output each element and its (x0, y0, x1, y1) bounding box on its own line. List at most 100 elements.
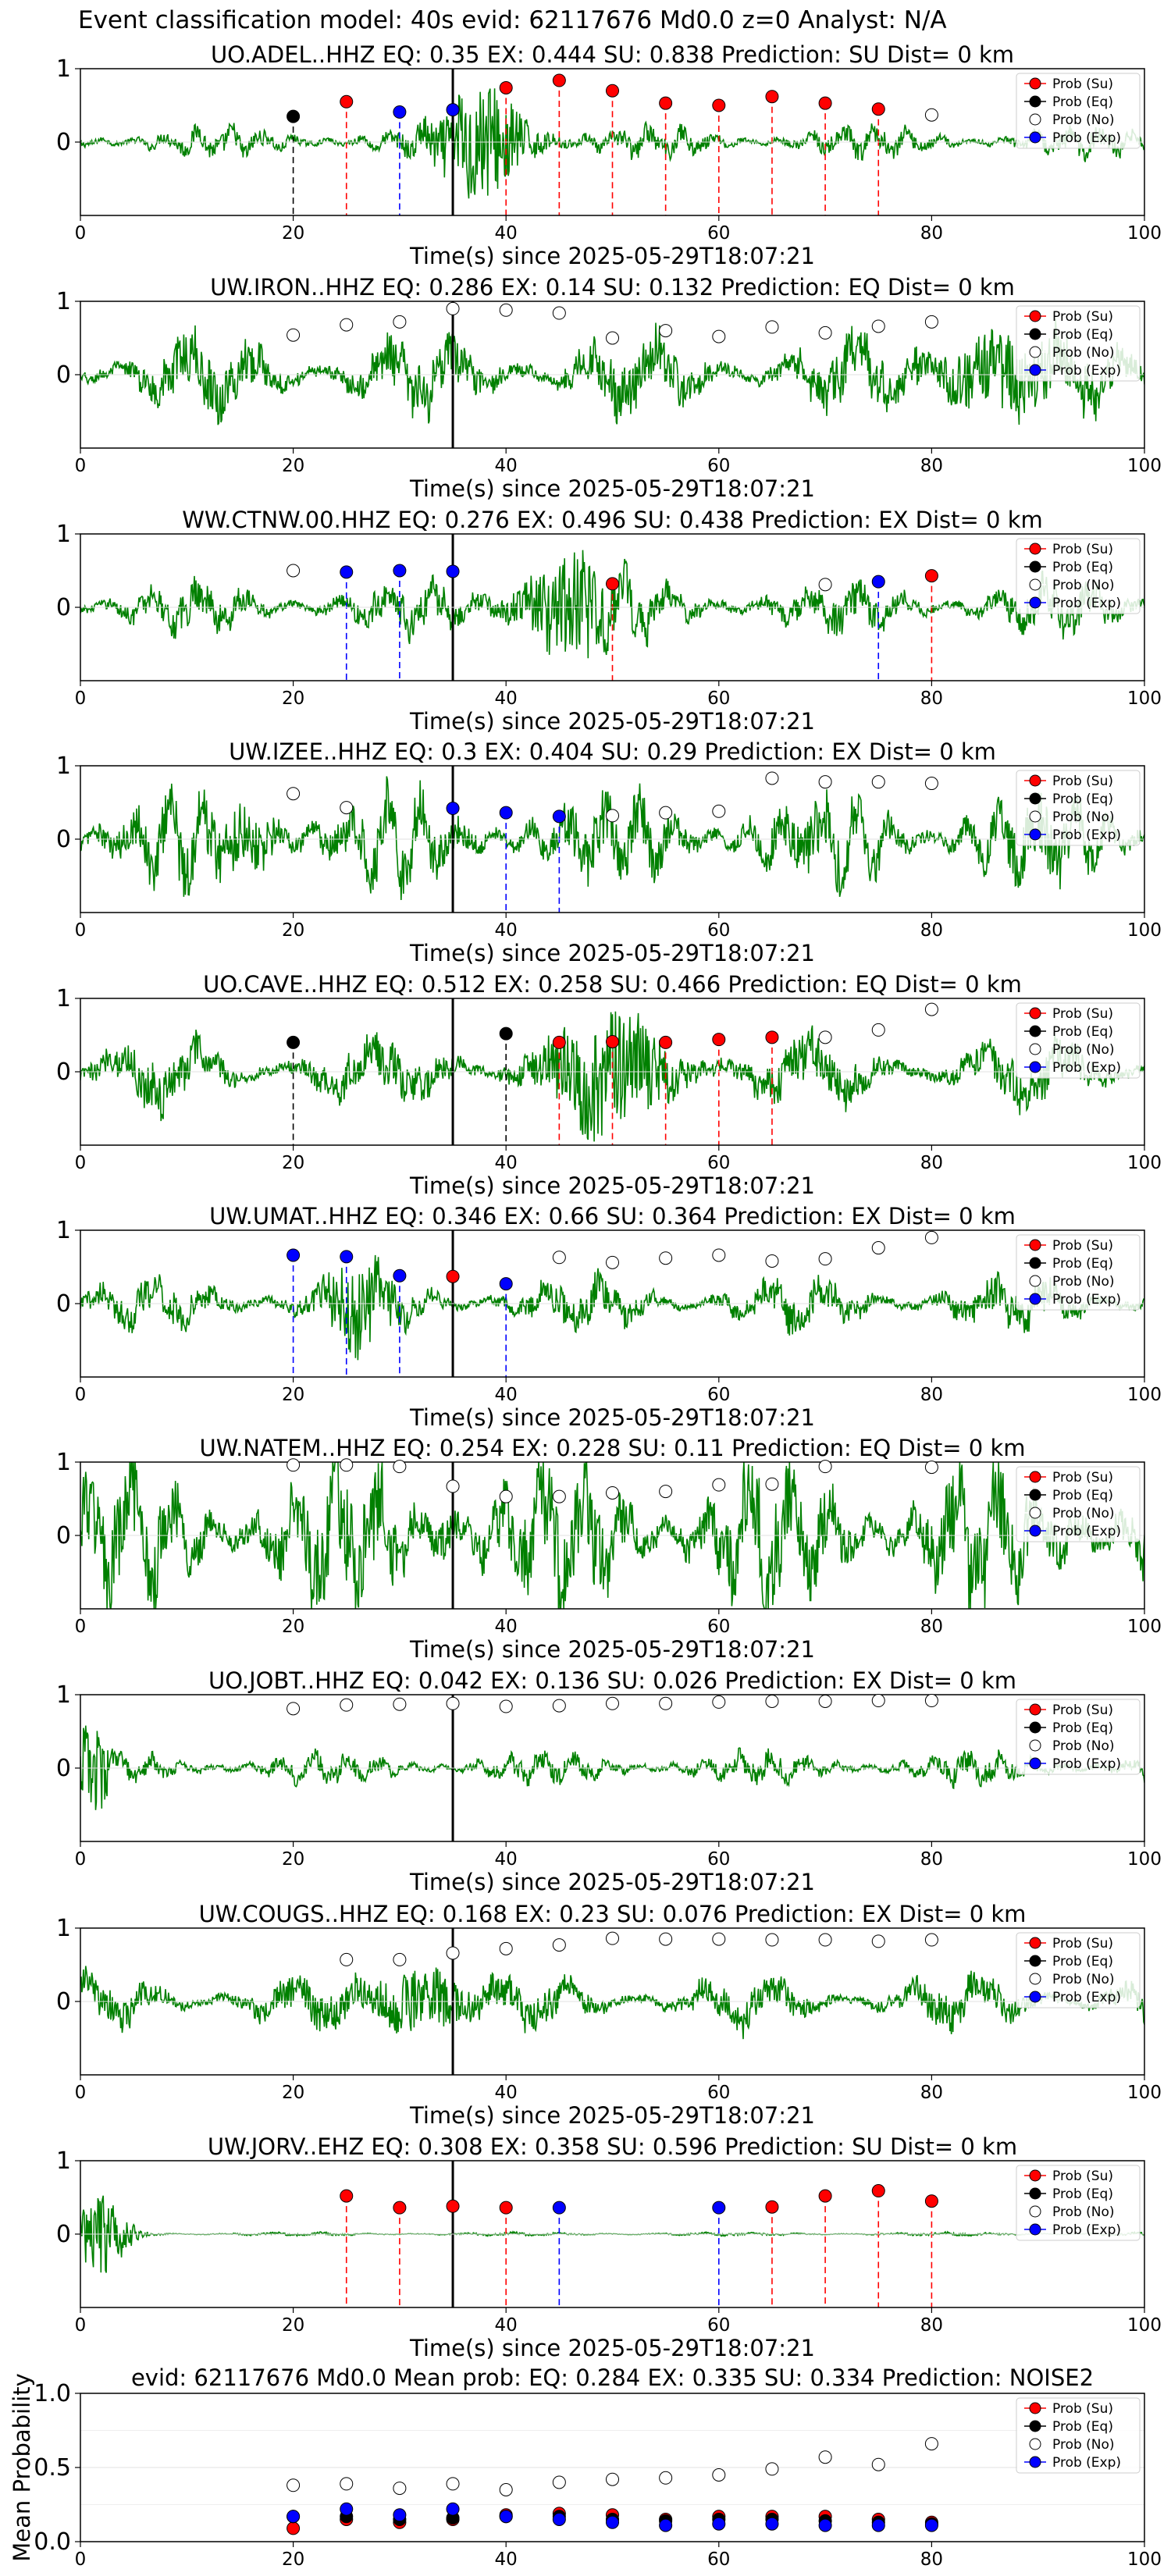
prob-point-su (606, 577, 619, 591)
legend-marker-exp (1029, 596, 1041, 609)
legend-label-exp: Prob (Exp) (1052, 1756, 1121, 1772)
prob-point-no (765, 1477, 779, 1491)
mean-point-exp (446, 2502, 460, 2516)
station-panel-6: UW.UMAT..HHZ EQ: 0.346 EX: 0.66 SU: 0.36… (56, 1203, 1162, 1431)
y-tick-label: 0 (56, 1290, 71, 1318)
legend-marker-su (1029, 1937, 1041, 1949)
prob-point-no (712, 1932, 726, 1946)
prob-point-no (287, 1458, 301, 1472)
mean-point-exp (340, 2502, 354, 2516)
x-tick-label: 100 (1127, 2083, 1162, 2103)
panel-title: UW.COUGS..HHZ EQ: 0.168 EX: 0.23 SU: 0.0… (199, 1901, 1027, 1927)
x-tick-label: 0 (75, 2549, 87, 2570)
prob-point-su (871, 2184, 885, 2198)
y-tick-label: 0.0 (34, 2528, 71, 2556)
x-tick-label: 100 (1127, 1617, 1162, 1637)
x-tick-label: 60 (707, 688, 730, 709)
prob-point-su (924, 569, 938, 583)
x-tick-label: 40 (495, 2083, 518, 2103)
waveform-line (80, 1254, 1144, 1361)
legend-box (1016, 1234, 1141, 1311)
mean-point-exp (871, 2518, 885, 2532)
legend-box (1016, 305, 1141, 382)
x-tick-label: 0 (75, 1153, 87, 1173)
legend-marker-no (1029, 2205, 1041, 2218)
y-tick-label: 1 (56, 1681, 71, 1709)
prob-point-no (340, 1698, 354, 1712)
prob-point-su (446, 2199, 460, 2213)
x-tick-label: 80 (920, 1617, 943, 1637)
prob-point-su (552, 1035, 566, 1049)
x-axis-label: Time(s) since 2025-05-29T18:07:21 (409, 940, 815, 966)
mean-point-no (287, 2478, 301, 2492)
legend-label-eq: Prob (Eq) (1052, 1256, 1113, 1272)
prob-point-no (659, 1696, 673, 1710)
prob-point-no (924, 1694, 938, 1708)
x-axis-label: Time(s) since 2025-05-29T18:07:21 (409, 1404, 815, 1431)
prob-point-no (924, 777, 938, 791)
mean-point-no (393, 2482, 407, 2496)
prob-point-su (818, 2189, 832, 2203)
waveform-line (80, 1966, 1144, 2040)
y-tick-label: 0 (56, 1059, 71, 1086)
legend-label-exp: Prob (Exp) (1052, 130, 1121, 146)
x-axis-label: Time(s) since 2025-05-29T18:07:21 (409, 1172, 815, 1199)
mean-point-no (818, 2450, 832, 2464)
x-tick-label: 20 (282, 1849, 304, 1870)
legend-marker-su (1029, 1239, 1041, 1251)
x-tick-label: 20 (282, 1153, 304, 1173)
waveform-line (80, 88, 1144, 199)
prob-point-no (871, 1241, 885, 1255)
x-tick-label: 60 (707, 920, 730, 941)
prob-point-no (393, 1952, 407, 1966)
legend-marker-eq (1029, 1721, 1041, 1734)
legend-box (1016, 1002, 1141, 1079)
prob-point-no (552, 1251, 566, 1265)
legend-marker-eq (1029, 560, 1041, 573)
prob-point-no (446, 1479, 460, 1493)
legend-marker-exp (1029, 828, 1041, 841)
legend-marker-no (1029, 2438, 1041, 2450)
prob-point-no (606, 809, 619, 823)
y-tick-label: 1 (56, 521, 71, 548)
legend-marker-exp (1029, 364, 1041, 376)
legend-label-eq: Prob (Eq) (1052, 2186, 1113, 2202)
prob-point-no (499, 303, 513, 317)
prob-point-no (818, 1460, 832, 1474)
x-tick-label: 100 (1127, 920, 1162, 941)
legend-label-exp: Prob (Exp) (1052, 363, 1121, 379)
prob-point-su (765, 90, 779, 104)
legend-marker-exp (1029, 1991, 1041, 2003)
prob-point-no (924, 1002, 938, 1016)
legend-box (1016, 770, 1141, 846)
legend-label-exp: Prob (Exp) (1052, 827, 1121, 843)
prob-point-no (659, 1485, 673, 1499)
y-tick-label: 1 (56, 55, 71, 83)
plot-area (80, 69, 1144, 215)
y-tick-label: 0 (56, 361, 71, 389)
legend-marker-no (1029, 1043, 1041, 1055)
panel-title: UW.UMAT..HHZ EQ: 0.346 EX: 0.66 SU: 0.36… (209, 1203, 1016, 1229)
prob-point-no (659, 324, 673, 338)
mean-point-no (712, 2468, 726, 2482)
x-tick-label: 100 (1127, 1153, 1162, 1173)
x-tick-label: 0 (75, 223, 87, 244)
x-axis-label: Time(s) since 2025-05-29T18:07:21 (409, 243, 815, 269)
legend-label-su: Prob (Su) (1052, 1470, 1113, 1485)
x-tick-label: 40 (495, 1385, 518, 1405)
prob-point-eq (499, 1026, 513, 1041)
prob-point-su (765, 1030, 779, 1044)
prob-point-no (818, 775, 832, 789)
prob-point-su (871, 102, 885, 116)
prob-point-exp (446, 103, 460, 117)
legend-label-exp: Prob (Exp) (1052, 2455, 1121, 2471)
x-tick-label: 100 (1127, 456, 1162, 476)
mean-point-exp (659, 2518, 673, 2532)
legend-marker-no (1029, 578, 1041, 591)
prob-point-su (552, 73, 566, 87)
x-tick-label: 0 (75, 920, 87, 941)
x-tick-label: 0 (75, 1385, 87, 1405)
legend-label-su: Prob (Su) (1052, 542, 1113, 557)
legend-marker-exp (1029, 1525, 1041, 1537)
legend-marker-no (1029, 810, 1041, 823)
